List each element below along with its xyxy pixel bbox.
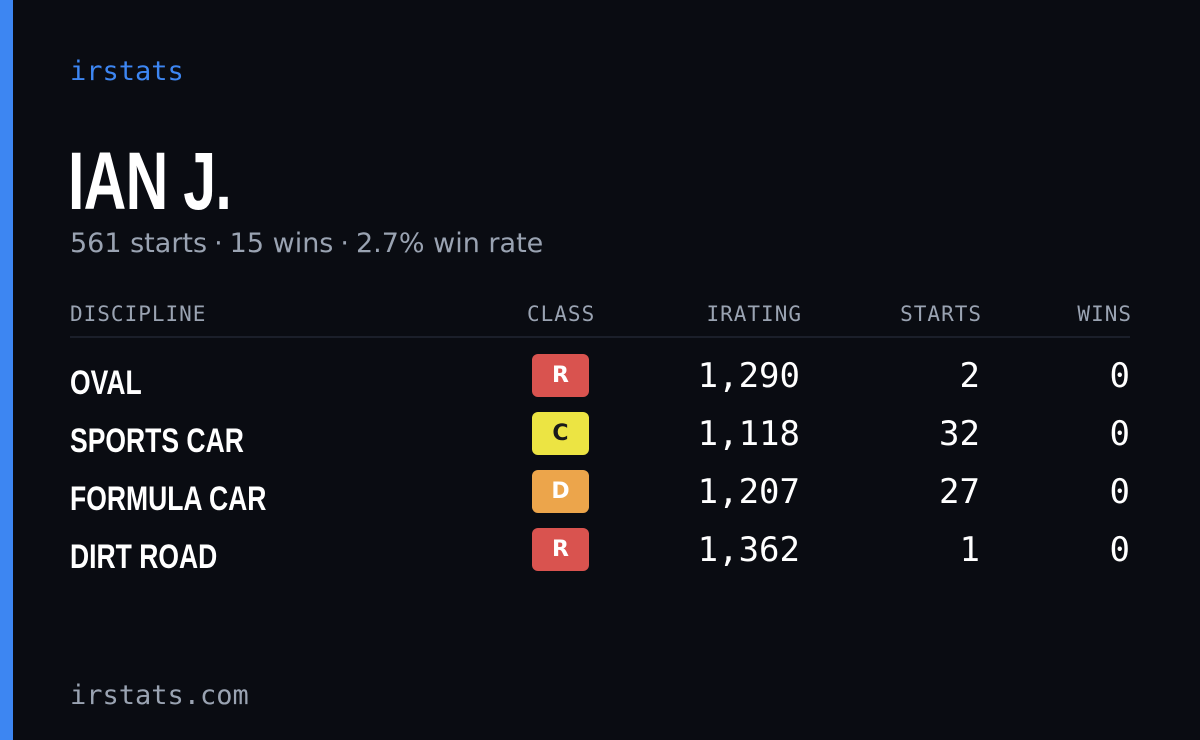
- brand-logo: irstats: [70, 56, 184, 87]
- class-badge: C: [532, 412, 589, 455]
- table-row: FORMULA CAR D 1,207 27 0: [0, 470, 1200, 528]
- starts-value: 27: [939, 472, 980, 512]
- discipline-name: OVAL: [70, 364, 142, 402]
- starts-value: 2: [959, 356, 980, 396]
- summary-separator: ·: [214, 228, 223, 259]
- header-starts: STARTS: [900, 302, 982, 326]
- class-badge: D: [532, 470, 589, 513]
- table-row: DIRT ROAD R 1,362 1 0: [0, 528, 1200, 586]
- footer-url: irstats.com: [70, 680, 249, 711]
- starts-summary: 561 starts: [70, 228, 208, 259]
- header-discipline: DISCIPLINE: [70, 302, 207, 326]
- header-irating: IRATING: [706, 302, 802, 326]
- wins-value: 0: [1109, 530, 1130, 570]
- discipline-name: DIRT ROAD: [70, 538, 218, 576]
- driver-name: IAN J.: [68, 136, 232, 227]
- irating-value: 1,290: [697, 356, 800, 396]
- irating-value: 1,118: [697, 414, 800, 454]
- header-wins: WINS: [1077, 302, 1132, 326]
- driver-summary: 561 starts · 15 wins · 2.7% win rate: [70, 228, 543, 259]
- class-badge: R: [532, 528, 589, 571]
- wins-value: 0: [1109, 356, 1130, 396]
- starts-value: 1: [959, 530, 980, 570]
- wins-value: 0: [1109, 472, 1130, 512]
- table-row: OVAL R 1,290 2 0: [0, 354, 1200, 412]
- accent-bar: [0, 0, 13, 740]
- header-class: CLASS: [527, 302, 596, 326]
- win-rate-summary: 2.7% win rate: [355, 228, 544, 259]
- starts-value: 32: [939, 414, 980, 454]
- wins-summary: 15 wins: [229, 228, 334, 259]
- table-row: SPORTS CAR C 1,118 32 0: [0, 412, 1200, 470]
- irating-value: 1,207: [697, 472, 800, 512]
- irating-value: 1,362: [697, 530, 800, 570]
- discipline-name: FORMULA CAR: [70, 480, 267, 518]
- header-divider: [70, 336, 1130, 338]
- discipline-name: SPORTS CAR: [70, 422, 244, 460]
- summary-separator: ·: [340, 228, 349, 259]
- wins-value: 0: [1109, 414, 1130, 454]
- class-badge: R: [532, 354, 589, 397]
